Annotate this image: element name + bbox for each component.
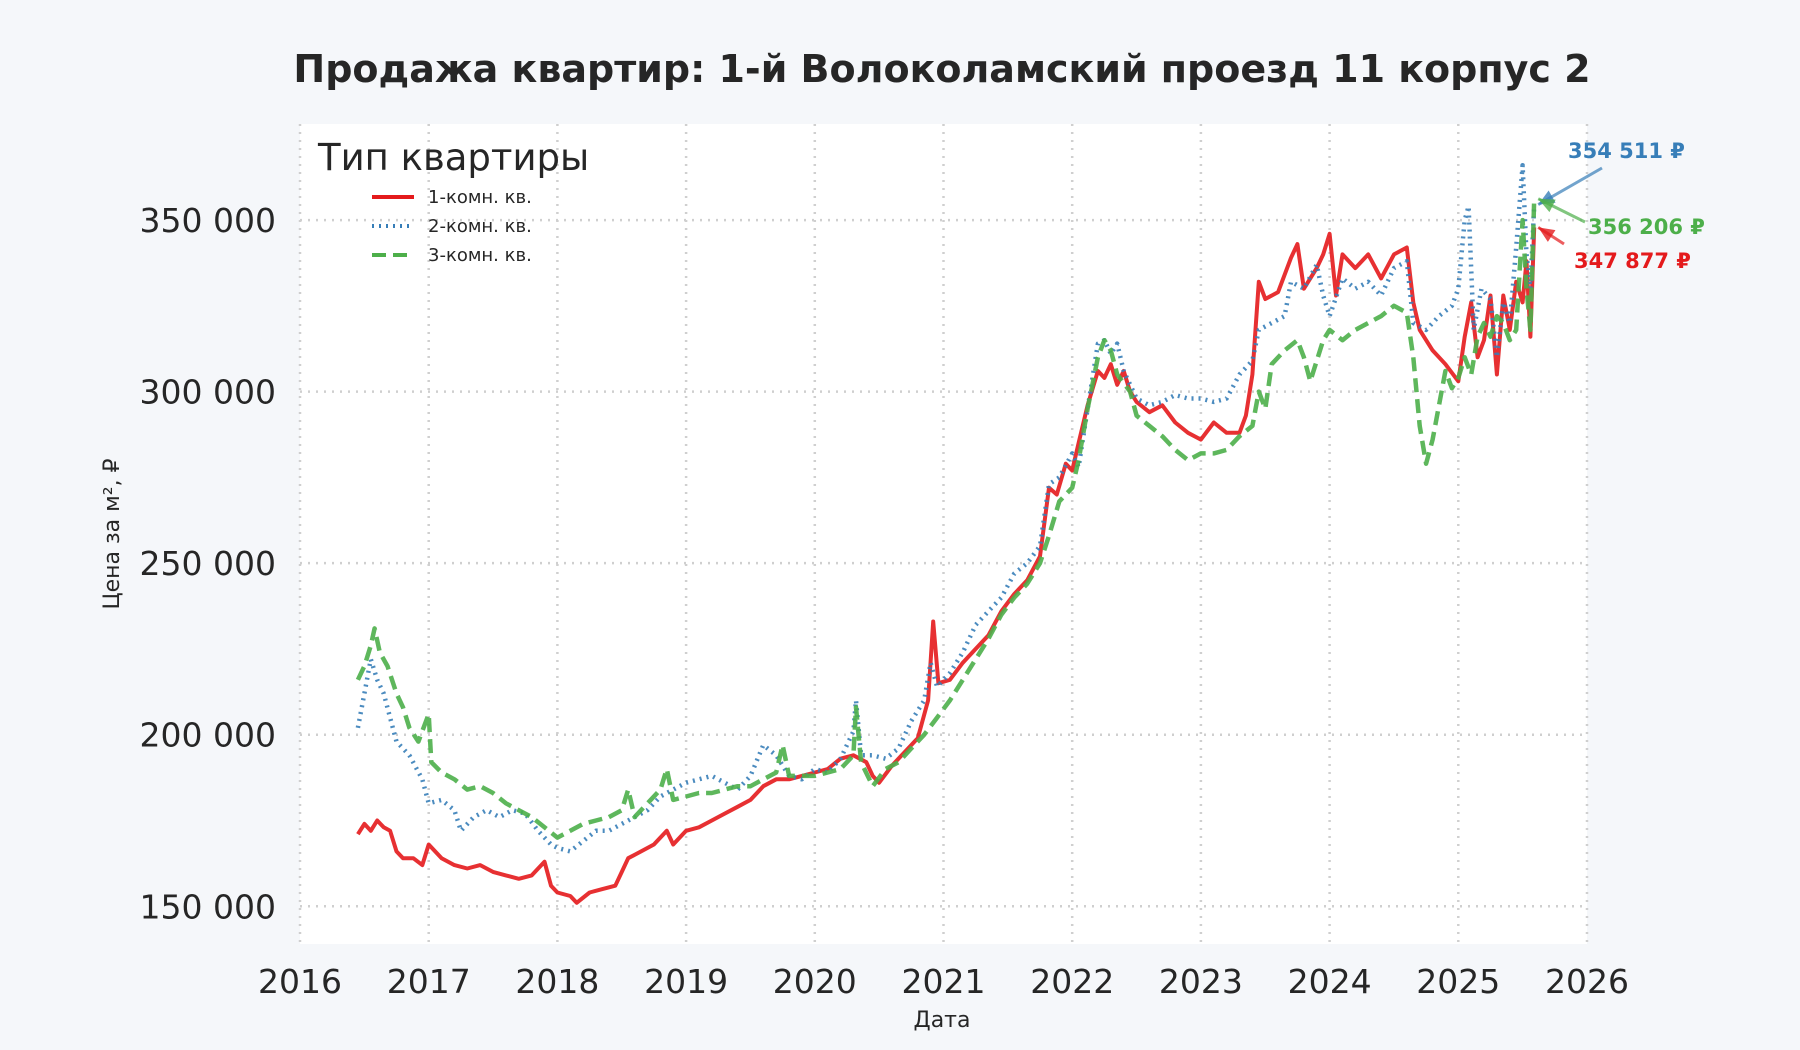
- y-tick-label: 350 000: [140, 201, 276, 240]
- x-axis-label: Дата: [914, 1008, 971, 1033]
- annotation-label-1: 354 511 ₽: [1568, 139, 1685, 163]
- annotation-arrowhead-2: [1538, 198, 1556, 213]
- legend: Тип квартиры 1-комн. кв. 2-комн. кв. 3-ком…: [317, 136, 589, 266]
- grid: [298, 124, 1589, 944]
- chart-title: Продажа квартир: 1-й Волоколамский проез…: [293, 47, 1590, 91]
- legend-title: Тип квартиры: [317, 136, 589, 179]
- y-tick-label: 250 000: [140, 544, 276, 583]
- y-tick-label: 300 000: [140, 373, 276, 412]
- y-tick-label: 150 000: [140, 887, 276, 926]
- x-tick-label: 2025: [1416, 962, 1500, 1001]
- annotation-label-2: 356 206 ₽: [1588, 215, 1705, 239]
- x-tick-label: 2020: [773, 962, 857, 1001]
- x-tick-label: 2023: [1159, 962, 1243, 1001]
- series-line-3: [355, 198, 1537, 840]
- x-tick-label: 2024: [1288, 962, 1372, 1001]
- x-tick-label: 2018: [515, 962, 599, 1001]
- x-axis-ticks: 2016 2017 2018 2019 2020 2021 2022 2023 2024 2025…: [258, 962, 1629, 1001]
- annotation-arrowhead-3: [1538, 227, 1556, 242]
- legend-item-1: 1-комн. кв.: [428, 187, 532, 208]
- x-tick-label: 2022: [1030, 962, 1114, 1001]
- series-lines: [355, 162, 1537, 905]
- x-tick-label: 2026: [1545, 962, 1629, 1001]
- y-tick-label: 200 000: [140, 716, 276, 755]
- annotation-label-3: 347 877 ₽: [1574, 249, 1691, 273]
- x-tick-label: 2019: [644, 962, 728, 1001]
- x-tick-label: 2016: [258, 962, 342, 1001]
- legend-item-2: 2-комн. кв.: [428, 216, 532, 237]
- y-axis-label: Цена за м², ₽: [100, 458, 125, 609]
- legend-item-3: 3-комн. кв.: [428, 245, 532, 266]
- x-tick-label: 2021: [902, 962, 986, 1001]
- y-axis-ticks: 150 000 200 000 250 000 300 000 350 000: [140, 201, 276, 926]
- end-value-annotations: 354 511 ₽ 356 206 ₽ 347 877 ₽: [1537, 139, 1705, 273]
- x-tick-label: 2017: [387, 962, 471, 1001]
